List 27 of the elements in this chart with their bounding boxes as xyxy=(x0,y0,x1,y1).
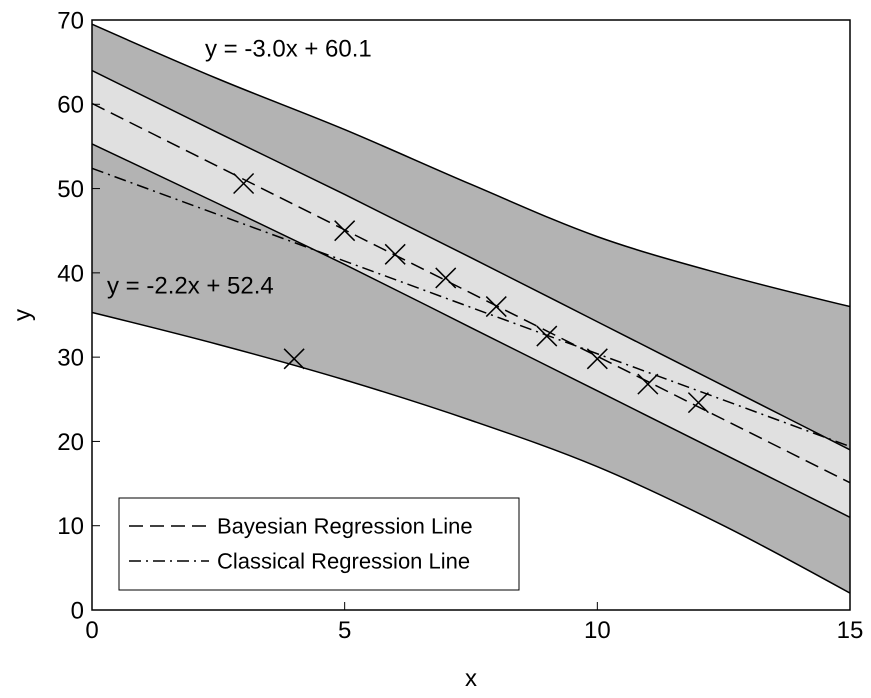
legend-label: Bayesian Regression Line xyxy=(217,514,473,539)
point xyxy=(586,348,608,370)
y-tick-label: 30 xyxy=(57,344,84,372)
y-axis-title: y xyxy=(9,309,36,321)
point xyxy=(486,296,508,318)
x-tick-label: 10 xyxy=(584,617,611,644)
legend-label: Classical Regression Line xyxy=(217,548,470,574)
x-tick-label: 15 xyxy=(836,617,864,644)
y-tick-label: 40 xyxy=(57,260,84,288)
point xyxy=(688,392,710,414)
point xyxy=(232,172,254,194)
y-tick-label: 0 xyxy=(70,597,84,624)
x-axis-title: x xyxy=(465,665,477,692)
annotation: y = -3.0x + 60.1 xyxy=(205,35,372,62)
y-tick-label: 60 xyxy=(57,92,84,119)
point xyxy=(283,348,305,370)
annotation: y = -2.2x + 52.4 xyxy=(107,272,274,300)
y-tick-label: 70 xyxy=(57,7,84,34)
point xyxy=(434,267,456,289)
y-tick-label: 10 xyxy=(57,513,84,540)
y-tick-label: 20 xyxy=(57,428,84,456)
x-tick-label: 5 xyxy=(338,617,352,644)
point xyxy=(334,220,356,242)
point xyxy=(536,325,558,347)
point xyxy=(637,373,659,395)
y-tick-label: 50 xyxy=(57,176,84,203)
point xyxy=(384,244,406,266)
